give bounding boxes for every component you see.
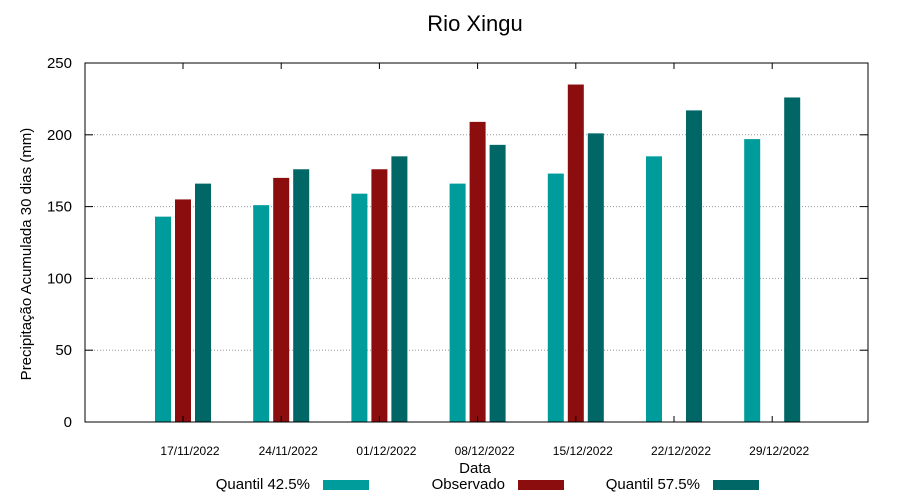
bar <box>646 156 662 422</box>
bar <box>784 97 801 423</box>
bar <box>195 183 211 422</box>
bar <box>547 173 564 422</box>
legend: Quantil 42.5% Observado Quantil 57.5% <box>216 476 759 493</box>
bar <box>567 84 584 422</box>
y-tick-label: 200 <box>47 127 72 144</box>
bar <box>351 193 368 422</box>
bar <box>686 110 702 422</box>
bar <box>175 199 191 422</box>
x-tick-label: 08/12/2022 <box>455 444 515 458</box>
bar <box>587 133 604 422</box>
plot-frame <box>84 62 869 423</box>
bars <box>155 84 801 423</box>
bar <box>391 156 408 422</box>
legend-label: Quantil 57.5% <box>606 476 700 493</box>
bar <box>469 121 486 422</box>
x-tick-label: 01/12/2022 <box>356 444 416 458</box>
x-tick-label: 17/11/2022 <box>160 444 219 458</box>
y-tick-label: 100 <box>47 270 72 287</box>
legend-swatch <box>713 480 759 490</box>
y-tick-label: 150 <box>47 199 72 216</box>
bar <box>449 183 466 422</box>
legend-label: Quantil 42.5% <box>216 476 310 493</box>
legend-swatch <box>323 480 369 490</box>
chart-title: Rio Xingu <box>427 11 522 36</box>
y-tick-label: 0 <box>64 414 72 431</box>
bar <box>744 139 761 422</box>
x-tick-label: 22/12/2022 <box>651 444 711 458</box>
y-tick-label: 250 <box>47 55 72 72</box>
y-tick-label: 50 <box>55 342 72 359</box>
x-tick-label: 29/12/2022 <box>749 444 809 458</box>
legend-swatch <box>518 480 564 490</box>
x-axis-label: Data <box>459 460 491 477</box>
bar <box>155 216 171 422</box>
x-tick-label: 24/11/2022 <box>259 444 318 458</box>
y-axis-label: Precipitação Acumulada 30 dias (mm) <box>18 128 35 381</box>
y-ticks: 0 50 100 150 200 250 <box>47 55 868 431</box>
bar <box>489 144 506 423</box>
bar <box>273 177 290 422</box>
bar <box>253 205 270 422</box>
bar <box>293 169 310 422</box>
x-ticks: 17/11/2022 24/11/2022 01/12/2022 08/12/2022… <box>160 63 810 458</box>
x-tick-label: 15/12/2022 <box>553 444 613 458</box>
legend-label: Observado <box>432 476 505 493</box>
bar <box>371 169 388 422</box>
